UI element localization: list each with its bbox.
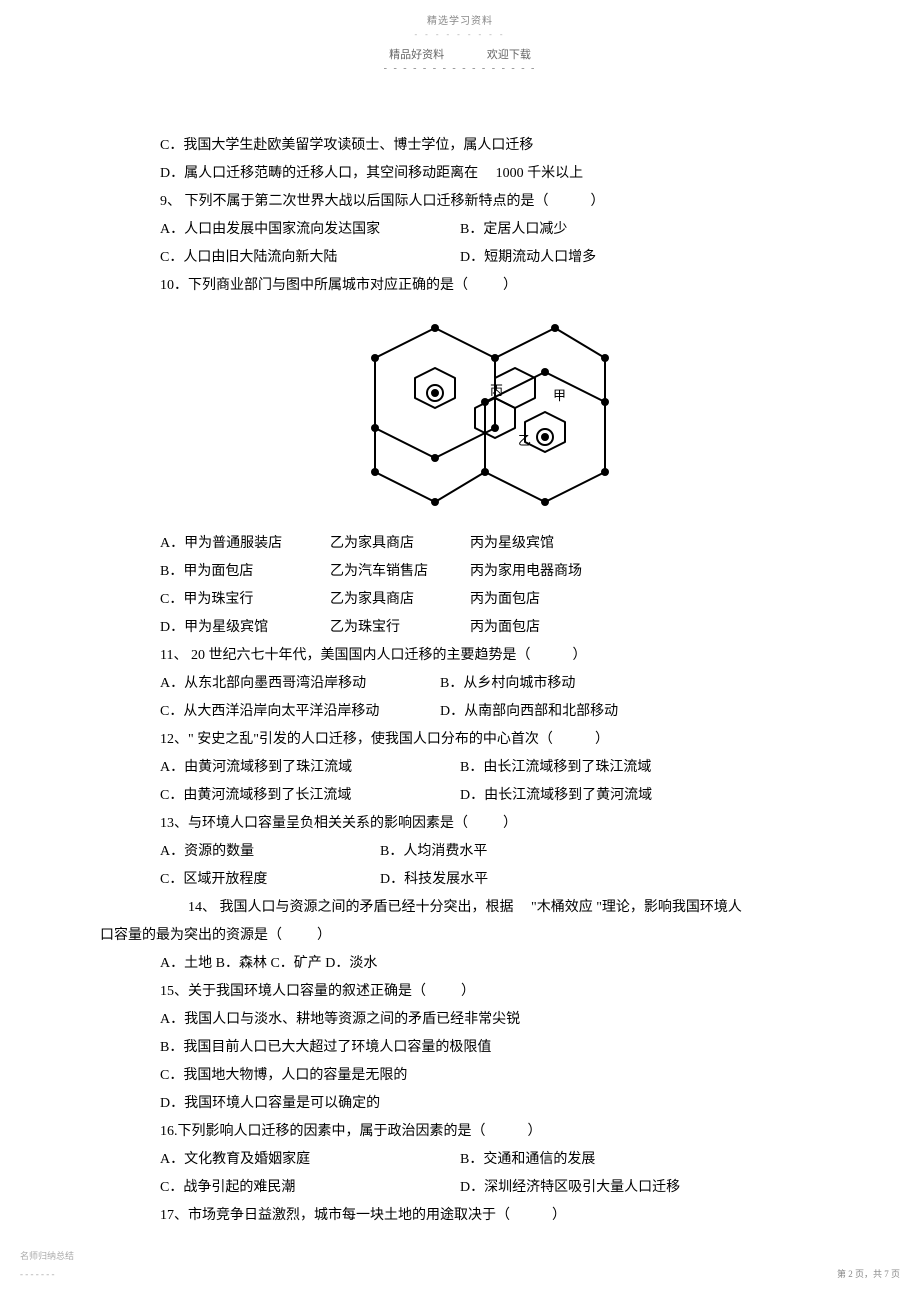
q16-row2: C．战争引起的难民潮 D．深圳经济特区吸引大量人口迁移: [160, 1174, 820, 1202]
q9-a: A．人口由发展中国家流向发达国家: [160, 216, 460, 244]
q9-d: D．短期流动人口增多: [460, 244, 596, 272]
hexagon-diagram: 丙 甲 乙: [340, 310, 640, 520]
label-jia: 甲: [553, 388, 566, 403]
q9-b: B．定居人口减少: [460, 216, 567, 244]
q15: 15、关于我国环境人口容量的叙述正确是（ ）: [160, 978, 820, 1006]
q15-b: B．我国目前人口已大大超过了环境人口容量的极限值: [160, 1034, 820, 1062]
q10-c: C．甲为珠宝行 乙为家具商店 丙为面包店: [160, 586, 820, 614]
q15-d: D．我国环境人口容量是可以确定的: [160, 1090, 820, 1118]
q14-line2: 口容量的最为突出的资源是（ ）: [100, 922, 820, 950]
footer-right: 第 2 页，共 7 页: [837, 1265, 900, 1283]
q13-row2: C．区域开放程度 D．科技发展水平: [160, 866, 820, 894]
q11-row2: C．从大西洋沿岸向太平洋沿岸移动 D．从南部向西部和北部移动: [160, 698, 820, 726]
q11: 11、 20 世纪六七十年代，美国国内人口迁移的主要趋势是（ ）: [160, 642, 820, 670]
q10: 10．下列商业部门与图中所属城市对应正确的是（ ）: [160, 272, 820, 300]
q9-row1: A．人口由发展中国家流向发达国家 B．定居人口减少: [160, 216, 820, 244]
q12-row2: C．由黄河流域移到了长江流域 D．由长江流域移到了黄河流域: [160, 782, 820, 810]
page-content: C．我国大学生赴欧美留学攻读硕士、博士学位，属人口迁移 D．属人口迁移范畴的迁移…: [0, 72, 920, 1230]
q8-opt-d: D．属人口迁移范畴的迁移人口，其空间移动距离在 1000 千米以上: [160, 160, 820, 188]
label-yi: 乙: [518, 433, 531, 448]
q16-row1: A．文化教育及婚姻家庭 B．交通和通信的发展: [160, 1146, 820, 1174]
q12: 12、" 安史之乱"引发的人口迁移，使我国人口分布的中心首次（ ）: [160, 726, 820, 754]
q14-line1: 14、 我国人口与资源之间的矛盾已经十分突出，根据 "木桶效应 "理论，影响我国…: [100, 894, 820, 922]
q10-b: B．甲为面包店 乙为汽车销售店 丙为家用电器商场: [160, 558, 820, 586]
q9-row2: C．人口由旧大陆流向新大陆 D．短期流动人口增多: [160, 244, 820, 272]
q8-opt-c: C．我国大学生赴欧美留学攻读硕士、博士学位，属人口迁移: [160, 132, 820, 160]
q9-c: C．人口由旧大陆流向新大陆: [160, 244, 460, 272]
header-title: 精选学习资料: [0, 0, 920, 32]
footer-left: 名师归纳总结 - - - - - - -: [20, 1247, 74, 1283]
q9: 9、 下列不属于第二次世界大战以后国际人口迁移新特点的是（ ）: [160, 188, 820, 216]
label-bing: 丙: [490, 383, 503, 398]
q11-row1: A．从东北部向墨西哥湾沿岸移动 B．从乡村向城市移动: [160, 670, 820, 698]
q13-row1: A．资源的数量 B．人均消费水平: [160, 838, 820, 866]
q10-d: D．甲为星级宾馆 乙为珠宝行 丙为面包店: [160, 614, 820, 642]
q14-opts: A．土地 B．森林 C．矿产 D．淡水: [160, 950, 820, 978]
header-dots: - - - - - - - - -: [0, 32, 920, 38]
q15-c: C．我国地大物博，人口的容量是无限的: [160, 1062, 820, 1090]
q15-a: A．我国人口与淡水、耕地等资源之间的矛盾已经非常尖锐: [160, 1006, 820, 1034]
q12-row1: A．由黄河流域移到了珠江流域 B．由长江流域移到了珠江流域: [160, 754, 820, 782]
q16: 16.下列影响人口迁移的因素中，属于政治因素的是（ ）: [160, 1118, 820, 1146]
q13: 13、与环境人口容量呈负相关关系的影响因素是（ ）: [160, 810, 820, 838]
q10-a: A．甲为普通服装店 乙为家具商店 丙为星级宾馆: [160, 530, 820, 558]
q17: 17、市场竞争日益激烈，城市每一块土地的用途取决于（ ）: [160, 1202, 820, 1230]
